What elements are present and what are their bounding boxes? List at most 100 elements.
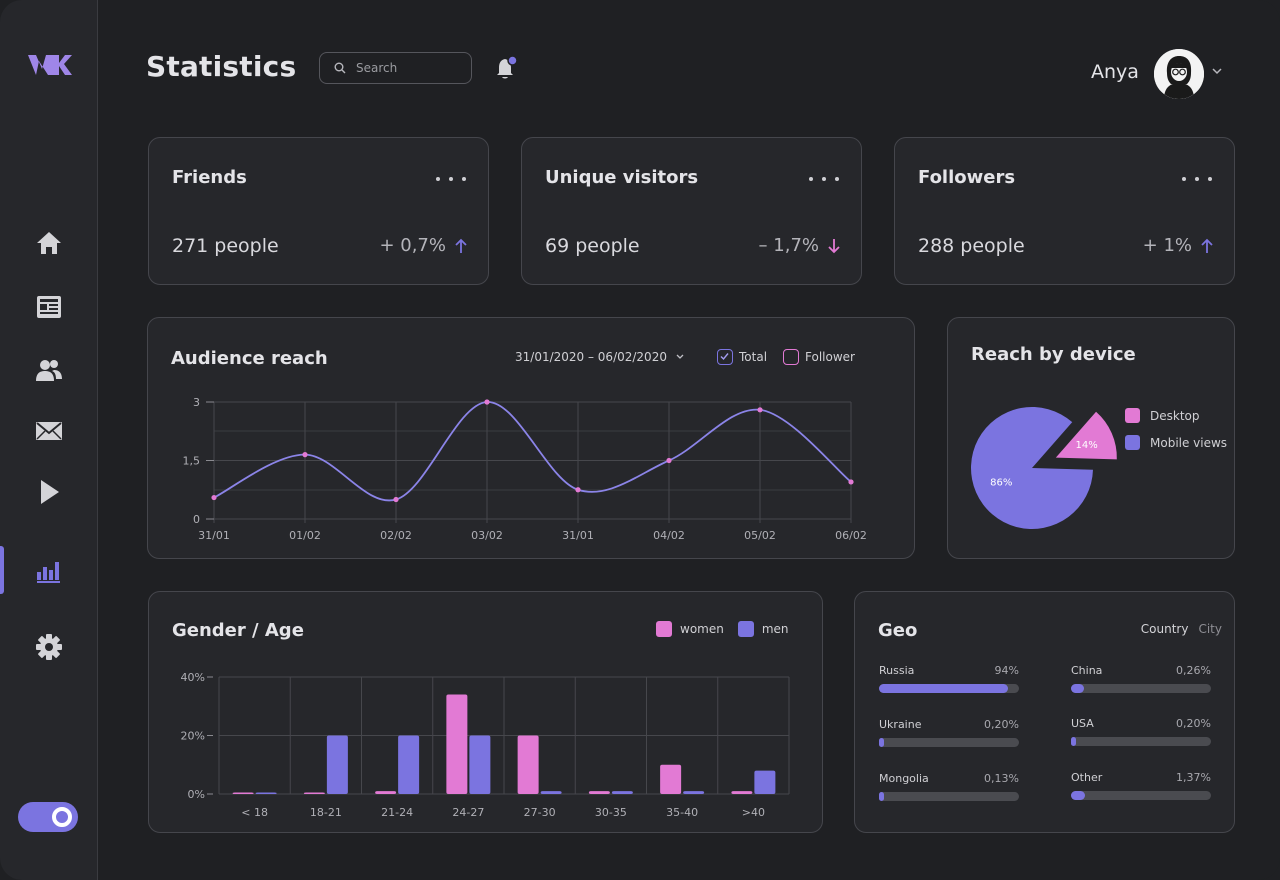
tab-city[interactable]: City — [1198, 622, 1222, 636]
x-tick-label: 03/02 — [471, 529, 503, 542]
friends-icon — [36, 360, 62, 381]
stat-card-friends: Friends 271 people + 0,7% — [148, 137, 489, 285]
mail-icon — [36, 422, 62, 440]
data-point — [484, 399, 490, 405]
x-tick-label: < 18 — [241, 806, 268, 819]
stat-value: 69 people — [545, 235, 640, 257]
geo-tabs: Country City — [1141, 622, 1222, 636]
bar-men — [255, 792, 277, 794]
stat-change-value: – 1,7% — [758, 235, 819, 256]
gear-icon — [36, 634, 62, 660]
sidebar — [0, 0, 98, 880]
search-icon — [334, 62, 346, 74]
sidebar-item-messages[interactable] — [0, 407, 98, 455]
legend-follower-label: Follower — [805, 350, 855, 364]
x-tick-label: 30-35 — [595, 806, 627, 819]
sidebar-item-news[interactable] — [0, 283, 98, 331]
card-title: Geo — [878, 620, 918, 641]
geo-progress-fill — [879, 738, 884, 747]
geo-progress-fill — [879, 792, 884, 801]
sidebar-item-friends[interactable] — [0, 346, 98, 394]
x-tick-label: 21-24 — [381, 806, 413, 819]
bar-men — [469, 735, 491, 794]
bar-men — [683, 791, 705, 794]
x-tick-label: 31/01 — [198, 529, 230, 542]
search-input[interactable] — [356, 61, 456, 75]
vk-logo[interactable] — [26, 52, 72, 78]
audience-line-chart: 0 1,5 3 31/01 01/02 02/02 03/02 31/01 04/02 05/02… — [183, 396, 867, 542]
geo-value: 0,20% — [1176, 717, 1211, 730]
reach-by-device-card: Reach by device 14% 86% Desktop Mobile vi… — [947, 317, 1235, 559]
chevron-down-icon[interactable] — [1210, 64, 1224, 78]
bar-men — [611, 791, 633, 794]
geo-progress-track — [1071, 791, 1211, 800]
geo-progress-track — [879, 684, 1019, 693]
pie-slice-desktop — [1055, 411, 1117, 460]
notification-bell-icon[interactable] — [494, 55, 520, 81]
data-point — [302, 452, 308, 458]
legend-mobile-swatch — [1125, 435, 1140, 450]
data-point — [575, 487, 581, 493]
bar-men — [754, 770, 776, 794]
sidebar-item-video[interactable] — [0, 468, 98, 516]
checkbox-unchecked-icon — [783, 349, 800, 365]
geo-label: USA — [1071, 717, 1094, 730]
avatar-image — [1154, 49, 1204, 99]
stat-change: – 1,7% — [759, 235, 841, 256]
tab-country[interactable]: Country — [1140, 622, 1189, 636]
bar-men — [326, 735, 348, 794]
bar-women — [660, 764, 682, 794]
geo-progress-track — [879, 738, 1019, 747]
legend-women-swatch — [656, 621, 672, 637]
bar-men — [540, 791, 562, 794]
x-tick-label: 31/01 — [562, 529, 594, 542]
sidebar-item-statistics[interactable] — [0, 546, 98, 594]
geo-value: 94% — [994, 664, 1019, 677]
checkbox-checked-icon — [717, 349, 733, 365]
legend-total-checkbox[interactable]: Total — [717, 349, 767, 365]
geo-progress-fill — [1071, 737, 1076, 746]
more-options-button[interactable] — [1182, 174, 1212, 184]
page-title: Statistics — [146, 50, 297, 83]
data-point — [211, 494, 217, 501]
arrow-up-icon — [455, 238, 467, 253]
more-options-button[interactable] — [809, 174, 839, 184]
x-tick-label: 35-40 — [666, 806, 698, 819]
series-line-total — [213, 401, 852, 502]
legend-men[interactable]: men — [737, 621, 789, 637]
x-tick-label: >40 — [742, 806, 765, 819]
play-icon — [41, 480, 59, 504]
legend-women[interactable]: women — [656, 621, 724, 637]
geo-progress-track — [879, 792, 1019, 801]
bar-women — [588, 791, 610, 794]
bar-women — [375, 791, 397, 794]
search-box[interactable] — [319, 52, 472, 84]
pie-slice-label: 14% — [1075, 440, 1097, 451]
geo-progress-track — [1071, 737, 1211, 746]
bar-women — [446, 694, 468, 794]
y-tick-label: 3 — [193, 396, 200, 409]
geo-label: Ukraine — [879, 718, 922, 731]
legend-desktop: Desktop — [1125, 408, 1227, 423]
stat-value: 288 people — [918, 235, 1025, 257]
stat-card-followers: Followers 288 people + 1% — [894, 137, 1235, 285]
more-options-button[interactable] — [436, 174, 466, 184]
pie-slice-mobile — [971, 406, 1093, 529]
user-name[interactable]: Anya — [1091, 61, 1139, 83]
avatar[interactable] — [1154, 49, 1204, 99]
bar-women — [232, 792, 254, 794]
sidebar-item-settings[interactable] — [0, 623, 98, 671]
stat-change-value: + 0,7% — [379, 235, 446, 256]
y-tick-label: 1,5 — [183, 455, 201, 468]
sidebar-item-home[interactable] — [0, 219, 98, 267]
gender-age-bar-chart: 0% 20% 40% < 18 18-21 21-24 24-27 27-30 30-35 35-… — [181, 671, 790, 819]
theme-toggle[interactable] — [18, 802, 78, 832]
legend-follower-checkbox[interactable]: Follower — [783, 349, 855, 365]
card-title: Gender / Age — [172, 620, 304, 641]
x-tick-label: 27-30 — [524, 806, 556, 819]
geo-label: Russia — [879, 664, 915, 677]
stat-change-value: + 1% — [1142, 235, 1192, 256]
x-tick-label: 24-27 — [452, 806, 484, 819]
x-tick-label: 18-21 — [310, 806, 342, 819]
date-range-picker[interactable]: 31/01/2020 – 06/02/2020 — [515, 350, 685, 364]
